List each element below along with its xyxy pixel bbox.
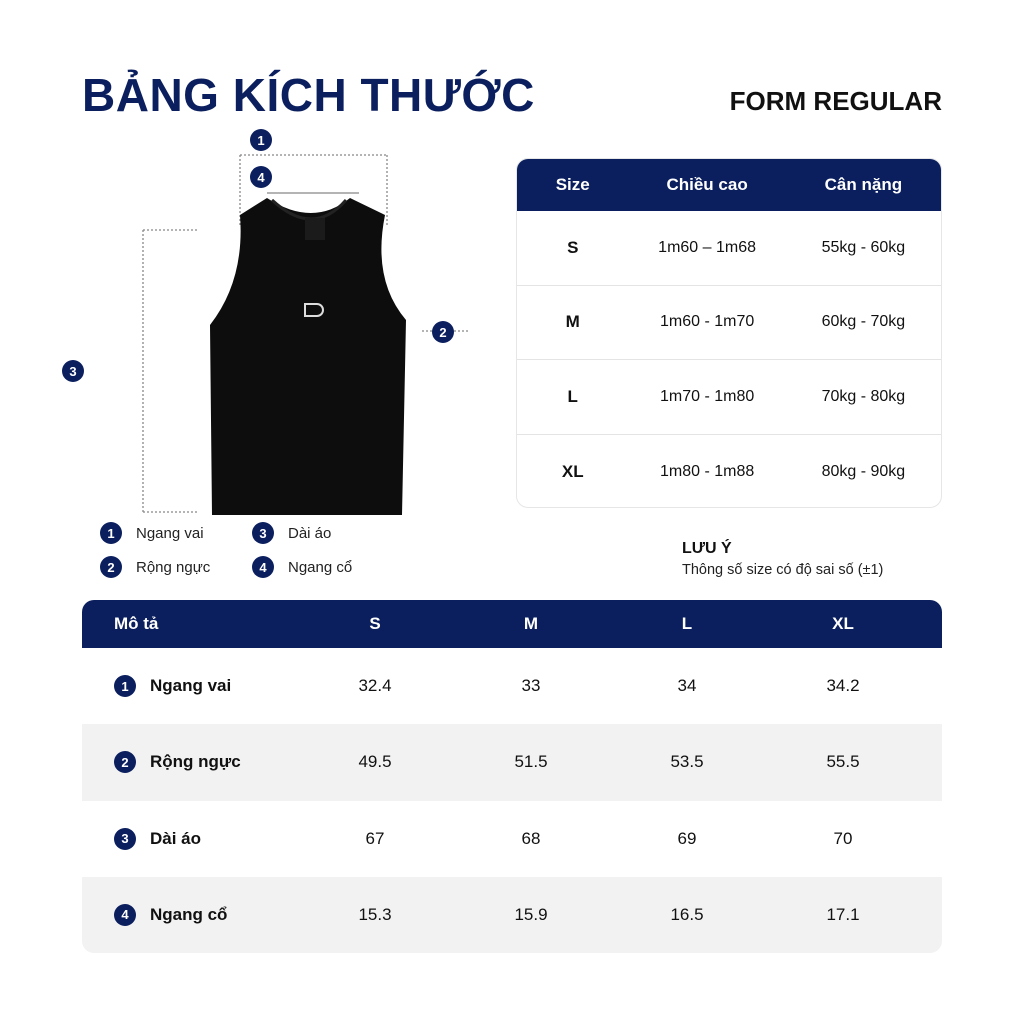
header-cell: S <box>369 614 381 633</box>
cell: 69 <box>677 828 697 848</box>
cell: 55kg - 60kg <box>821 238 906 256</box>
cell: 68 <box>521 828 541 848</box>
cell: 55.5 <box>826 752 860 772</box>
cell: 70 <box>833 828 853 848</box>
table-row: 1 Ngang vai 32.4 33 34 34.2 <box>82 648 942 724</box>
label-tag <box>305 218 325 240</box>
logo-icon <box>304 303 324 317</box>
legend-item: 4 Ngang cổ <box>252 556 352 578</box>
tank-top-diagram <box>142 154 470 515</box>
table-header: Size Chiều cao Cân nặng <box>517 159 941 211</box>
marker-1: 1 <box>250 129 272 151</box>
badge: 3 <box>114 827 136 850</box>
cell: 70kg - 80kg <box>821 387 906 405</box>
badge: 4 <box>252 556 274 578</box>
cell: M <box>565 312 580 332</box>
row-label: Ngang cổ <box>150 904 228 924</box>
row-label: Dài áo <box>150 828 202 848</box>
table-row: M 1m60 - 1m70 60kg - 70kg <box>517 286 941 360</box>
cell: 16.5 <box>670 904 704 924</box>
cell: 51.5 <box>514 752 548 772</box>
header-cell: L <box>681 614 693 633</box>
cell: 1m70 - 1m80 <box>659 387 755 405</box>
header-cell: Size <box>555 175 590 194</box>
cell: 34.2 <box>826 676 860 696</box>
header-cell: Mô tả <box>114 614 159 633</box>
table-row: S 1m60 – 1m68 55kg - 60kg <box>517 211 941 286</box>
badge: 3 <box>252 522 274 544</box>
cell: 60kg - 70kg <box>821 313 906 331</box>
legend-label: Rộng ngực <box>136 558 211 576</box>
legend-item: 2 Rộng ngực <box>100 556 210 578</box>
size-table: Size Chiều cao Cân nặng S 1m60 – 1m68 55kg… <box>516 158 942 508</box>
row-label: Ngang vai <box>150 676 232 696</box>
legend-item: 1 Ngang vai <box>100 522 204 544</box>
cell: XL <box>561 461 584 481</box>
cell: 15.3 <box>358 904 392 924</box>
cell: 53.5 <box>670 752 704 772</box>
marker-2: 2 <box>432 321 454 343</box>
row-label: Rộng ngực <box>150 752 241 772</box>
note-title: LƯU Ý <box>682 540 732 557</box>
legend-item: 3 Dài áo <box>252 522 331 544</box>
cell: 15.9 <box>514 904 548 924</box>
cell: 33 <box>521 676 541 696</box>
badge: 1 <box>114 675 136 698</box>
badge: 2 <box>100 556 122 578</box>
page-title: BẢNG KÍCH THƯỚC <box>82 69 535 121</box>
table-header: Mô tả S M L XL <box>82 600 942 648</box>
tank-top-image <box>210 198 406 515</box>
form-label: FORM REGULAR <box>729 86 942 116</box>
table-row: 2 Rộng ngực 49.5 51.5 53.5 55.5 <box>82 724 942 801</box>
marker-4: 4 <box>250 166 272 188</box>
table-row: XL 1m80 - 1m88 80kg - 90kg <box>517 435 941 508</box>
cell: 32.4 <box>358 676 392 696</box>
badge: 2 <box>114 751 136 774</box>
cell: L <box>567 386 578 406</box>
cell: 1m60 – 1m68 <box>658 238 757 256</box>
legend-label: Ngang vai <box>136 524 204 542</box>
shoulder-measure-line <box>239 154 388 225</box>
marker-3: 3 <box>62 360 84 382</box>
cell: S <box>567 237 579 257</box>
header-cell: Cân nặng <box>824 175 903 194</box>
note-text: Thông số size có độ sai số (±1) <box>682 562 884 578</box>
cell: 80kg - 90kg <box>821 462 906 480</box>
table-row: 3 Dài áo 67 68 69 70 <box>82 801 942 877</box>
legend-label: Dài áo <box>288 524 332 542</box>
measurement-table: Mô tả S M L XL 1 Ngang vai 32.4 33 34 34.2 2… <box>82 600 942 953</box>
cell: 49.5 <box>358 752 392 772</box>
table-row: 4 Ngang cổ 15.3 15.9 16.5 17.1 <box>82 876 942 953</box>
legend-label: Ngang cổ <box>288 558 353 576</box>
cell: 34 <box>677 676 697 696</box>
cell: 1m80 - 1m88 <box>659 462 755 480</box>
badge: 4 <box>114 903 136 926</box>
badge: 1 <box>100 522 122 544</box>
length-measure-line <box>142 229 197 513</box>
header-cell: Chiều cao <box>666 175 748 194</box>
cell: 67 <box>365 828 385 848</box>
cell: 17.1 <box>826 904 860 924</box>
cell: 1m60 - 1m70 <box>659 313 755 331</box>
table-row: L 1m70 - 1m80 70kg - 80kg <box>517 360 941 435</box>
header-cell: XL <box>832 614 854 633</box>
header-cell: M <box>523 614 539 633</box>
